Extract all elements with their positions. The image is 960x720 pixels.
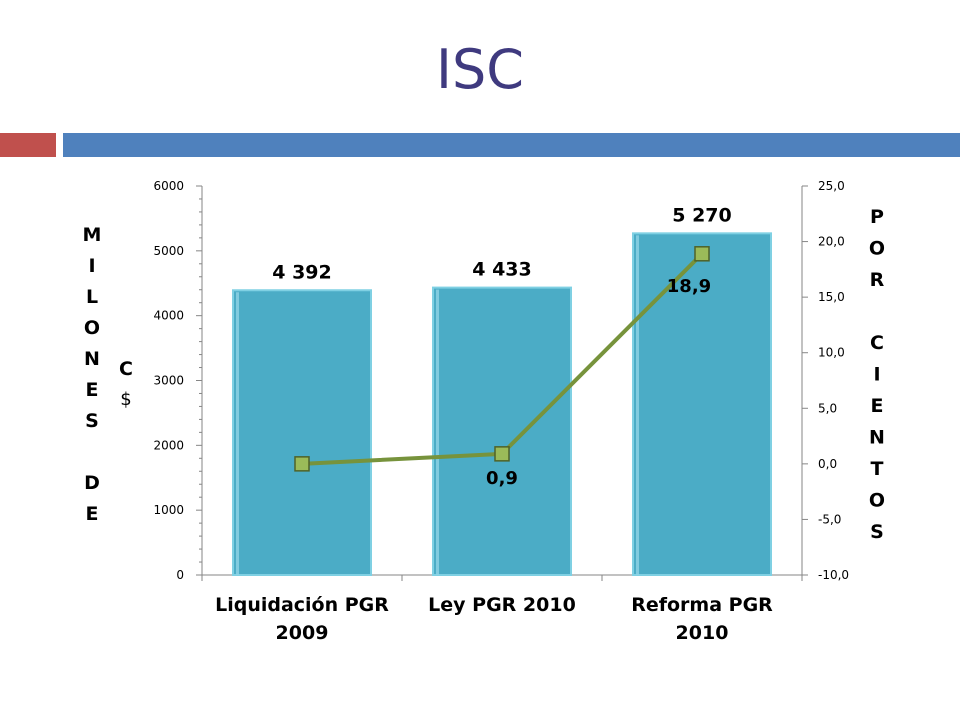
- bar-highlight: [236, 292, 239, 575]
- y-right-title-letter: E: [871, 395, 884, 417]
- y-left-title-letter: O: [84, 317, 100, 339]
- y-right-title-letter: R: [870, 269, 885, 291]
- y-right-tick-label: 0,0: [818, 457, 837, 471]
- bar-highlight: [436, 289, 439, 575]
- bar: [632, 232, 772, 576]
- category-label: Reforma PGR: [631, 594, 773, 616]
- y-left-tick-label: 0: [176, 568, 184, 582]
- slide-title: ISC: [436, 38, 524, 101]
- y-right-title-letter: I: [873, 364, 880, 386]
- accent-blue-bar: [63, 133, 960, 157]
- y-left-tick-label: 5000: [153, 244, 184, 258]
- y-left-title-letter: S: [85, 410, 99, 432]
- chart-labels: 0 1000 2000 3000 4000 5000 6000 -10,0 -5,0 0,0 5,0…: [83, 179, 886, 644]
- y-right-title-letter: O: [869, 238, 885, 260]
- line-value-label: 18,9: [667, 276, 711, 297]
- y-right-title-letter: C: [870, 332, 884, 354]
- bar-value-label: 4 392: [272, 261, 332, 283]
- category-label: Liquidación PGR: [215, 594, 389, 616]
- y-left-title-letter: E: [86, 379, 99, 401]
- y-left-title-letter: E: [86, 503, 99, 525]
- y-left-title-letter: I: [88, 255, 95, 277]
- y-right-title-letter: S: [870, 521, 884, 543]
- y-right-tick-label: 20,0: [818, 235, 845, 249]
- line-marker: [494, 446, 510, 462]
- y-left-title-letter: D: [84, 472, 100, 494]
- y-left-title-letter: L: [86, 286, 98, 308]
- y-left-tick-label: 6000: [153, 179, 184, 193]
- bar-highlight: [636, 235, 639, 575]
- y-left-title-letter: C: [119, 358, 133, 380]
- category-label: 2010: [676, 622, 729, 644]
- y-right-tick-label: -10,0: [818, 568, 849, 582]
- y-right-tick-label: 25,0: [818, 179, 845, 193]
- y-left-tick-label: 4000: [153, 309, 184, 323]
- accent-red-block: [0, 133, 56, 157]
- y-left-tick-label: 2000: [153, 438, 184, 452]
- category-label: Ley PGR 2010: [428, 594, 576, 616]
- category-label: 2009: [276, 622, 329, 644]
- line-marker: [294, 456, 310, 472]
- y-right-title-letter: N: [869, 427, 885, 449]
- line-marker: [694, 246, 710, 262]
- y-left-title-letter: $: [120, 389, 131, 410]
- y-left-tick-label: 1000: [153, 503, 184, 517]
- bar: [432, 286, 572, 576]
- bar-series: [232, 232, 772, 576]
- y-right-tick-label: 15,0: [818, 290, 845, 304]
- bar-value-label: 4 433: [472, 259, 532, 281]
- line-series: [294, 246, 710, 472]
- bar: [232, 289, 372, 576]
- line-value-label: 0,9: [486, 468, 518, 489]
- bar-value-label: 5 270: [672, 204, 732, 226]
- y-right-tick-label: 10,0: [818, 346, 845, 360]
- y-right-title-letter: T: [871, 458, 884, 480]
- y-right-tick-label: -5,0: [818, 512, 841, 526]
- y-right-title-letter: P: [870, 206, 884, 228]
- y-right-title-letter: O: [869, 490, 885, 512]
- y-right-tick-label: 5,0: [818, 401, 837, 415]
- y-left-title-letter: M: [83, 224, 102, 246]
- title-accent-bar: [0, 133, 960, 157]
- y-left-title-letter: N: [84, 348, 100, 370]
- y-left-tick-label: 3000: [153, 374, 184, 388]
